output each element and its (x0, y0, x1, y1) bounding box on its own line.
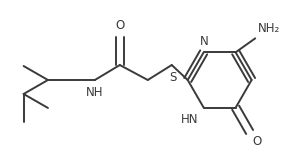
Text: HN: HN (181, 113, 199, 126)
Text: O: O (253, 135, 262, 148)
Text: N: N (200, 35, 209, 48)
Text: O: O (115, 19, 124, 32)
Text: NH: NH (86, 86, 104, 99)
Text: S: S (169, 71, 176, 84)
Text: NH₂: NH₂ (258, 22, 281, 35)
